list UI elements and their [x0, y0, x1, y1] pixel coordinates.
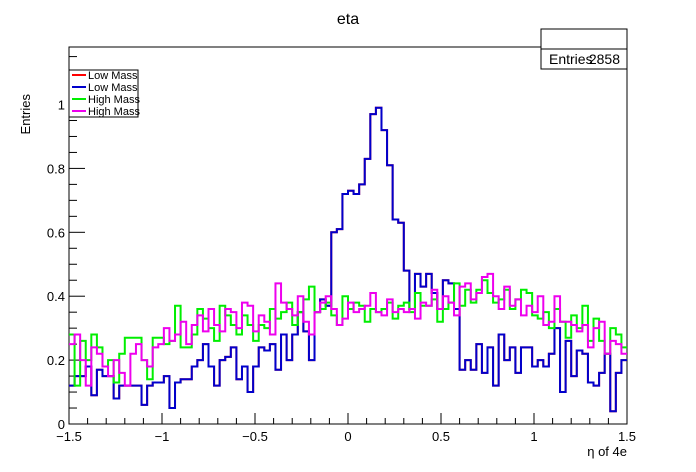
y-tick-label: 1 [58, 98, 65, 113]
legend-label-3: High Mass [88, 106, 140, 118]
x-axis-label: η of 4e [587, 444, 627, 459]
legend-label-0: Low Mass [88, 70, 138, 82]
x-tick-label: −1.5 [56, 429, 82, 444]
legend-label-1: Low Mass [88, 82, 138, 94]
y-tick-label: 0.2 [47, 353, 65, 368]
x-tick-label: −1 [155, 429, 170, 444]
stats-label: Entries [549, 51, 593, 67]
chart-title: eta [337, 11, 359, 28]
x-tick-label: 1.5 [618, 429, 636, 444]
x-tick-label: 0 [344, 429, 351, 444]
series-group [69, 106, 627, 413]
x-tick-label: 0.5 [432, 429, 450, 444]
stats-row [540, 48, 628, 70]
legend: Low Mass Low Mass High Mass High Mass [68, 69, 140, 118]
y-tick-label: 0 [58, 417, 65, 432]
y-tick-label: 0.6 [47, 225, 65, 240]
y-tick-label: 0.8 [47, 161, 65, 176]
legend-box [68, 69, 139, 118]
y-axis-label: Entries [18, 94, 33, 135]
stats-box: Entries 2858 [540, 28, 628, 70]
legend-label-2: High Mass [88, 94, 140, 106]
series-line-1 [69, 106, 627, 413]
stats-value: 2858 [589, 51, 620, 67]
x-tick-label: −0.5 [242, 429, 268, 444]
series-line-3 [69, 272, 627, 387]
y-tick-label: 0.4 [47, 289, 65, 304]
axis-ticks: −1.5 −1 −0.5 0 0.5 1 1.5 0 0.2 0.4 0.6 0.8 1 [47, 56, 636, 444]
x-tick-label: 1 [530, 429, 537, 444]
stats-header [540, 28, 628, 50]
